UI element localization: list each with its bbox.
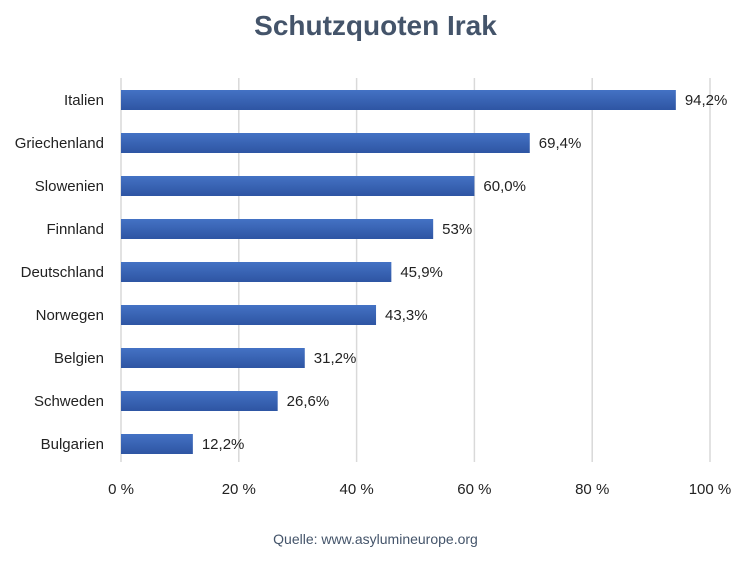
x-tick-label: 0 %	[108, 481, 134, 498]
data-label: 26,6%	[287, 393, 330, 410]
data-label: 31,2%	[314, 350, 357, 367]
bar	[121, 434, 193, 454]
category-label: Griechenland	[15, 135, 104, 152]
labels: 0 % 20 % 40 % 60 % 80 % 100 % Italien 94,2% Grie…	[15, 92, 732, 498]
source-note: Quelle: www.asylumineurope.org	[273, 531, 478, 547]
x-tick-label: 40 %	[339, 481, 373, 498]
data-label: 69,4%	[539, 135, 582, 152]
bar	[121, 391, 278, 411]
x-tick-label: 80 %	[575, 481, 609, 498]
data-label: 43,3%	[385, 307, 428, 324]
bar	[121, 348, 305, 368]
bar	[121, 133, 530, 153]
bar	[121, 90, 676, 110]
x-tick-label: 20 %	[222, 481, 256, 498]
category-label: Schweden	[34, 393, 104, 410]
bars	[121, 90, 676, 454]
x-tick-label: 60 %	[457, 481, 491, 498]
bar	[121, 305, 377, 325]
data-label: 12,2%	[202, 436, 245, 453]
data-label: 53%	[442, 221, 472, 238]
category-label: Italien	[64, 92, 104, 109]
category-label: Belgien	[54, 350, 104, 367]
bar	[121, 176, 475, 196]
data-label: 60,0%	[483, 178, 526, 195]
category-label: Finnland	[46, 221, 104, 238]
chart-title: Schutzquoten Irak	[254, 10, 497, 41]
bar	[121, 219, 434, 239]
category-label: Bulgarien	[41, 436, 104, 453]
data-label: 94,2%	[685, 92, 728, 109]
data-label: 45,9%	[400, 264, 443, 281]
x-tick-label: 100 %	[689, 481, 732, 498]
category-label: Norwegen	[36, 307, 104, 324]
category-label: Slowenien	[35, 178, 104, 195]
bar	[121, 262, 392, 282]
category-label: Deutschland	[21, 264, 104, 281]
